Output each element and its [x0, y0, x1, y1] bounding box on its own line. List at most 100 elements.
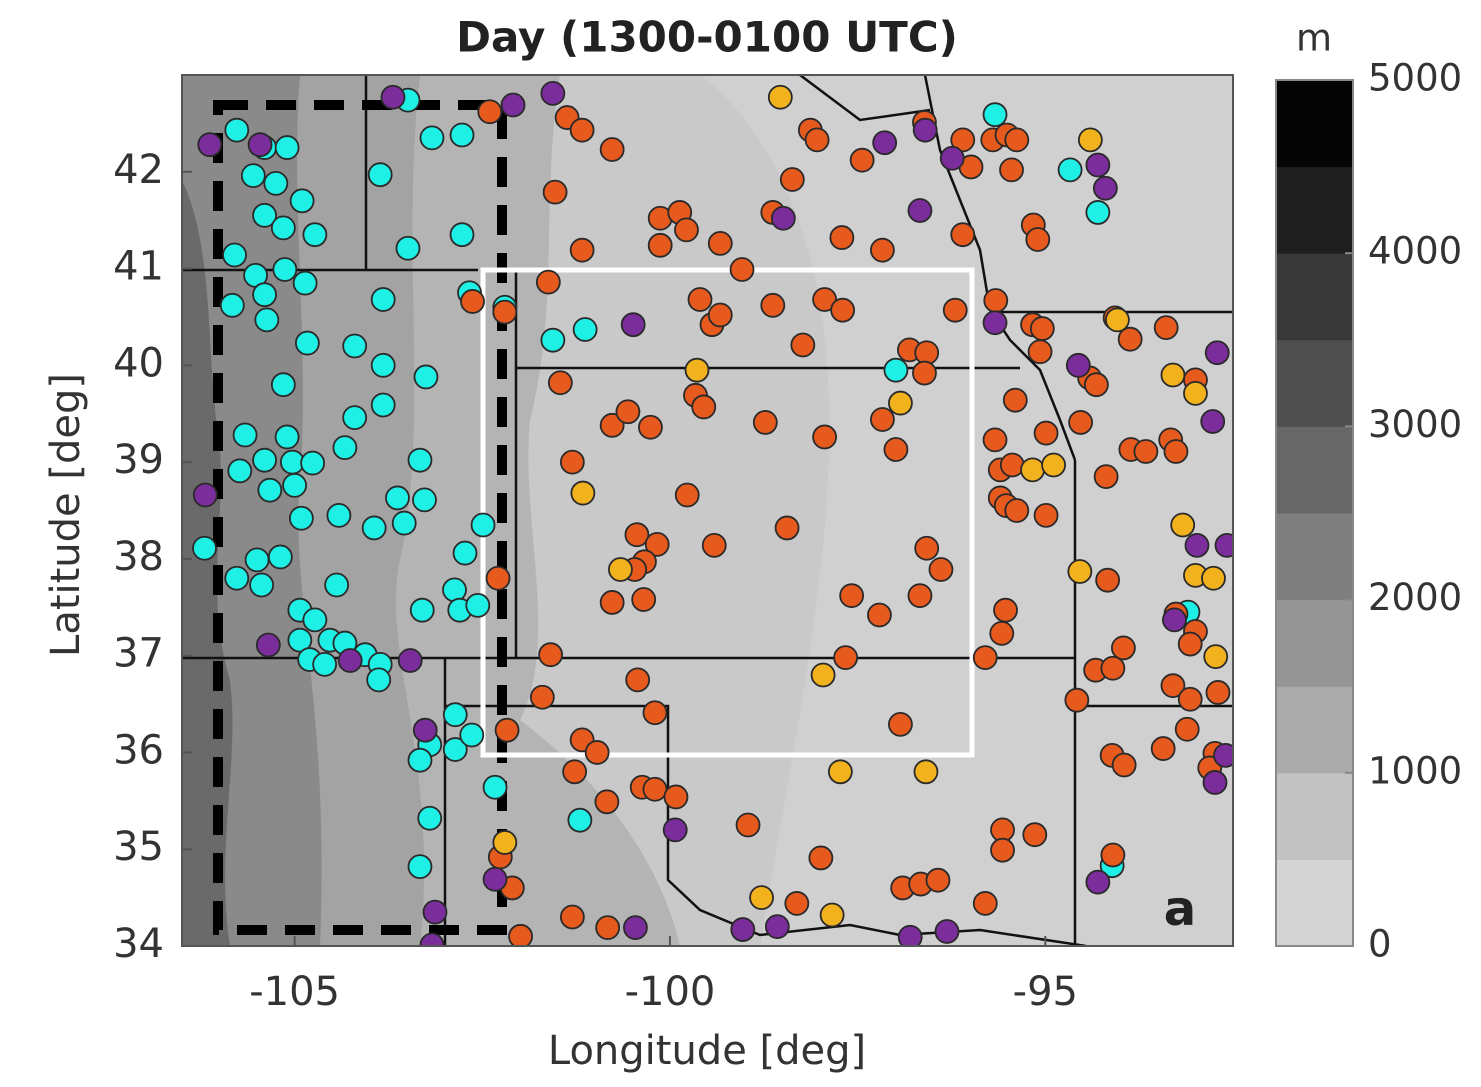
station-point — [198, 133, 221, 156]
station-point — [343, 406, 366, 429]
station-point — [1031, 317, 1054, 340]
station-point — [632, 588, 655, 611]
station-point — [601, 591, 624, 614]
station-point — [915, 537, 938, 560]
station-point — [675, 218, 698, 241]
station-point — [444, 703, 467, 726]
station-point — [769, 86, 792, 109]
station-point — [984, 289, 1007, 312]
station-point — [908, 584, 931, 607]
y-tick-label: 39 — [113, 437, 164, 483]
station-point — [253, 449, 276, 472]
station-point — [313, 653, 336, 676]
colorbar-band — [1276, 513, 1353, 600]
station-point — [303, 223, 326, 246]
station-point — [776, 516, 799, 539]
station-point — [643, 778, 666, 801]
station-point — [1101, 844, 1124, 867]
station-point — [396, 237, 419, 260]
station-point — [596, 916, 619, 939]
station-point — [831, 299, 854, 322]
station-point — [290, 507, 313, 530]
station-point — [1179, 633, 1202, 656]
station-point — [809, 846, 832, 869]
station-point — [914, 119, 937, 142]
station-point — [487, 567, 510, 590]
station-point — [889, 392, 912, 415]
station-point — [372, 394, 395, 417]
station-point — [451, 223, 474, 246]
station-point — [830, 226, 853, 249]
colorbar-tick-label: 5000 — [1368, 57, 1462, 100]
station-point — [1094, 177, 1117, 200]
y-tick-label: 40 — [113, 340, 164, 386]
station-point — [423, 901, 446, 924]
station-point — [460, 724, 483, 747]
x-tick-label: -105 — [249, 969, 340, 1015]
station-point — [1000, 158, 1023, 181]
station-point — [626, 668, 649, 691]
colorbar-band — [1276, 773, 1353, 860]
station-point — [821, 904, 844, 927]
station-point — [813, 425, 836, 448]
station-point — [1021, 458, 1044, 481]
station-point — [269, 545, 292, 568]
station-point — [1171, 514, 1194, 537]
station-point — [466, 594, 489, 617]
station-point — [873, 131, 896, 154]
station-point — [264, 172, 287, 195]
station-point — [1085, 373, 1108, 396]
station-point — [692, 395, 715, 418]
station-point — [478, 100, 501, 123]
station-point — [1096, 569, 1119, 592]
y-tick-label: 35 — [113, 824, 164, 870]
station-point — [709, 232, 732, 255]
station-point — [291, 189, 314, 212]
station-point — [258, 479, 281, 502]
station-point — [991, 839, 1014, 862]
station-point — [194, 484, 217, 507]
station-point — [563, 760, 586, 783]
station-point — [242, 164, 265, 187]
station-point — [624, 916, 647, 939]
station-point — [868, 604, 891, 627]
colorbar-band — [1276, 686, 1353, 773]
station-point — [301, 452, 324, 475]
station-point — [871, 408, 894, 431]
station-point — [1065, 689, 1088, 712]
station-point — [381, 86, 404, 109]
station-point — [461, 290, 484, 313]
station-point — [1176, 718, 1199, 741]
station-point — [1184, 382, 1207, 405]
station-point — [303, 608, 326, 631]
station-point — [414, 365, 437, 388]
station-point — [225, 567, 248, 590]
station-point — [1004, 389, 1027, 412]
station-point — [926, 869, 949, 892]
station-point — [1206, 341, 1229, 364]
station-point — [541, 82, 564, 105]
station-point — [246, 548, 269, 571]
station-point — [1164, 440, 1187, 463]
colorbar-band — [1276, 253, 1353, 340]
station-point — [1152, 737, 1175, 760]
station-point — [1202, 567, 1225, 590]
station-point — [1067, 354, 1090, 377]
station-point — [1203, 771, 1226, 794]
station-point — [399, 649, 422, 672]
colorbar-band — [1276, 600, 1353, 687]
station-point — [1086, 871, 1109, 894]
station-point — [541, 329, 564, 352]
station-point — [709, 304, 732, 327]
station-point — [851, 149, 874, 172]
station-point — [420, 126, 443, 149]
colorbar-tick-label: 2000 — [1368, 576, 1462, 619]
station-point — [834, 646, 857, 669]
y-tick-label: 38 — [113, 534, 164, 580]
station-point — [255, 308, 278, 331]
station-point — [1005, 499, 1028, 522]
station-point — [276, 136, 299, 159]
station-point — [703, 534, 726, 557]
station-point — [737, 814, 760, 837]
station-point — [413, 488, 436, 511]
